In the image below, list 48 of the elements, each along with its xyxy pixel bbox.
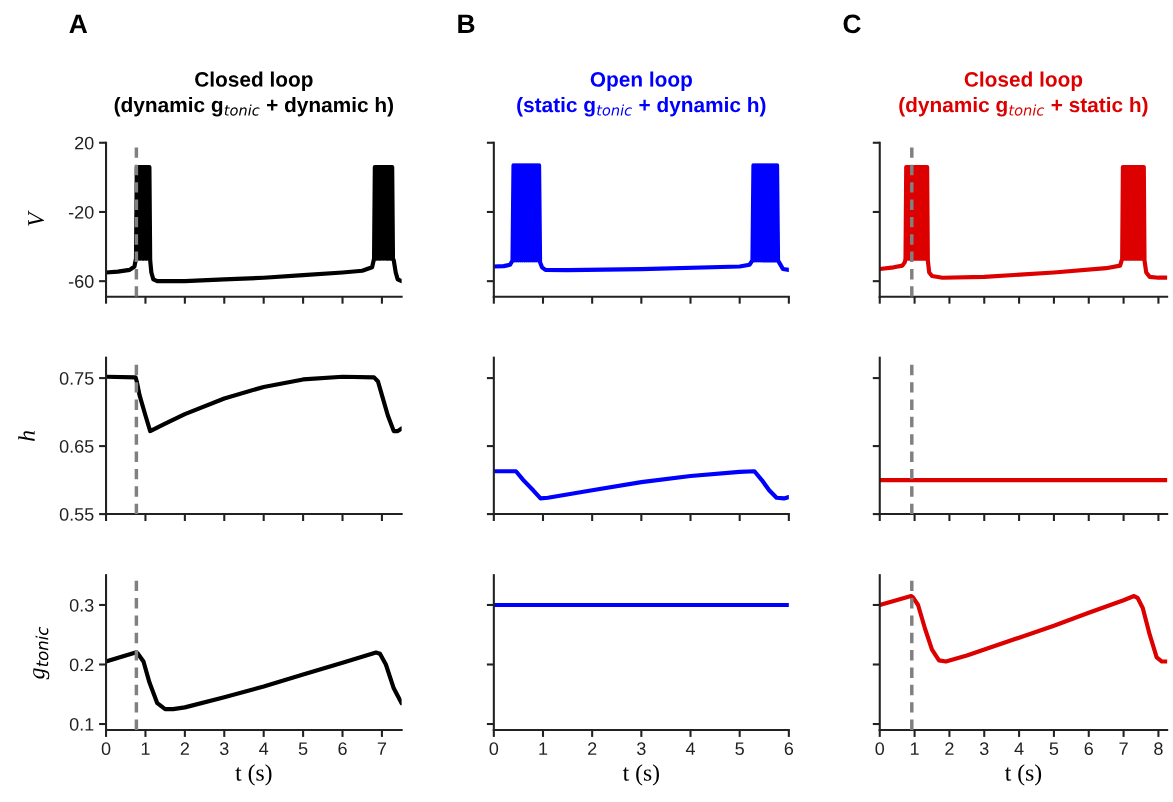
x-tick-label: 7 — [1119, 742, 1128, 755]
line-series — [106, 374, 402, 434]
x-tick-label: 2 — [180, 742, 189, 755]
x-tick-label: 3 — [219, 742, 229, 756]
y-axis-title: V — [28, 210, 45, 226]
x-tick-label: 0 — [101, 742, 111, 756]
y-axis-title: g$_{tonic}$ — [33, 626, 50, 680]
x-axis-title: t (s) — [235, 764, 272, 786]
line-series — [106, 650, 402, 712]
x-tick-label: 0 — [489, 742, 499, 756]
x-axis-title: t (s) — [1004, 764, 1042, 786]
text: A — [69, 14, 88, 33]
x-tick-label: 1 — [539, 742, 548, 755]
x-tick-label: 6 — [1084, 742, 1093, 756]
x-axis-title: t (s) — [622, 764, 659, 786]
x-tick-label: 2 — [588, 742, 597, 755]
y-tick-label: 20 — [75, 136, 94, 150]
text: B — [458, 14, 475, 33]
text: C — [843, 14, 861, 34]
x-tick-label: 8 — [1154, 742, 1163, 756]
chart-title: Closed loop (dynamic g$_{tonic}$ + static h) — [899, 71, 1148, 117]
x-tick-label: 3 — [979, 742, 989, 756]
y-axis-title: h — [18, 430, 35, 441]
x-tick-label: 1 — [910, 742, 919, 755]
x-tick-label: 0 — [875, 742, 885, 756]
y-tick-label: 0.75 — [59, 372, 94, 385]
x-tick-label: 3 — [637, 742, 646, 756]
chart-title: Open loop (static g$_{tonic}$ + dynamic h) — [517, 71, 766, 117]
x-tick-label: 4 — [259, 742, 269, 755]
chart-title: Closed loop (dynamic g$_{tonic}$ + dynamic h) — [114, 71, 394, 117]
line-series — [106, 164, 402, 284]
y-tick-label: 0.65 — [59, 440, 94, 453]
x-tick-label: 6 — [338, 742, 347, 756]
x-tick-label: 7 — [377, 742, 387, 755]
x-tick-label: 5 — [735, 742, 744, 756]
x-tick-label: 4 — [1014, 742, 1024, 755]
x-tick-label: 5 — [298, 742, 308, 756]
x-tick-label: 6 — [784, 742, 794, 756]
y-tick-label: 0.55 — [59, 508, 94, 521]
x-tick-label: 5 — [1049, 742, 1059, 756]
y-tick-label: 0.3 — [69, 598, 94, 612]
x-tick-label: 1 — [141, 742, 150, 755]
y-tick-label: -60 — [68, 275, 94, 288]
y-tick-label: -20 — [68, 205, 94, 219]
x-tick-label: 4 — [685, 742, 695, 755]
y-tick-label: 0.2 — [69, 658, 94, 672]
x-tick-label: 2 — [945, 742, 954, 755]
y-tick-label: 0.1 — [69, 717, 94, 731]
